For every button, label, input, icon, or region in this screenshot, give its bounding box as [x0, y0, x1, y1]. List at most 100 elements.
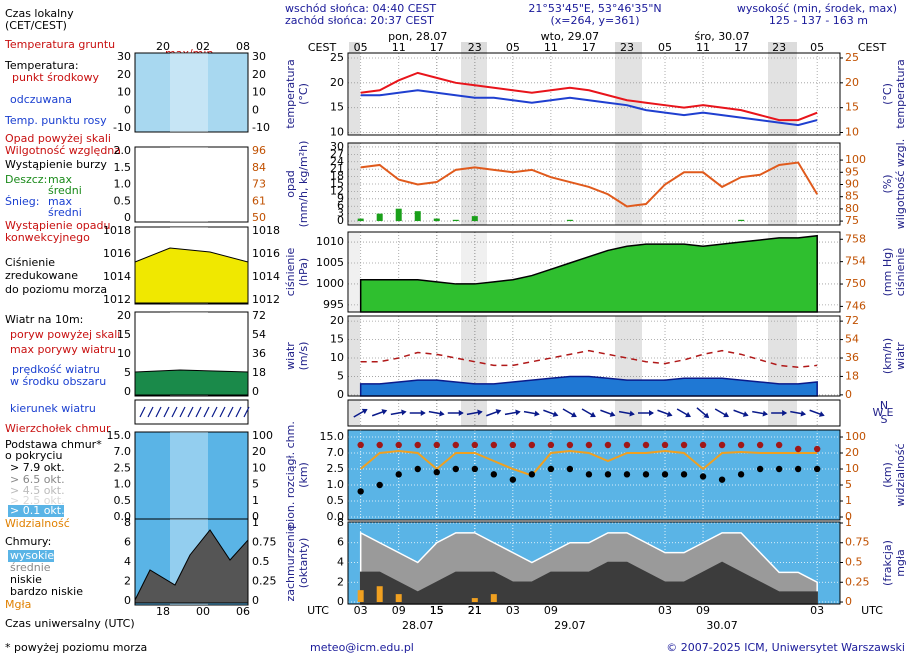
dot	[471, 465, 479, 473]
cest-tick: 11	[392, 41, 406, 54]
mini-tick: 1.0	[114, 178, 132, 191]
mini-tick: 1018	[252, 224, 280, 237]
mini-tick: 10	[252, 461, 266, 474]
mini-tick: 73	[252, 178, 266, 191]
dot	[528, 471, 536, 478]
mini-tick: 0	[252, 103, 259, 116]
y2-tick-label: 90	[845, 177, 859, 190]
mini-tick: 0	[124, 385, 131, 398]
wind-arrow	[562, 408, 577, 418]
night-band	[615, 143, 642, 225]
y-tick-label: 0.5	[327, 494, 345, 507]
y-tick-label: 6	[337, 199, 344, 212]
y-tick-label: 20	[330, 76, 344, 89]
mini-tick: 20	[252, 445, 266, 458]
dot	[699, 473, 707, 480]
dot	[490, 441, 498, 449]
legend-text: średni	[48, 184, 82, 197]
y-axis-title: temperatura	[284, 59, 297, 128]
panel-frame	[347, 521, 841, 605]
panel-frame	[347, 231, 841, 313]
mini-tick: 1016	[103, 247, 131, 260]
legend-text: Ciśnienie	[5, 256, 55, 269]
y-axis-title: (hPa)	[297, 258, 310, 286]
bar	[376, 213, 383, 222]
arrow-head	[648, 410, 654, 416]
dot	[737, 471, 745, 478]
mini-tick: 0.5	[252, 555, 270, 568]
y-axis-title: (m/s)	[297, 342, 310, 371]
y2-axis-title: (km/h)	[881, 338, 894, 374]
coords: 21°53'45"E, 53°46'35"N	[528, 2, 661, 15]
mini-panel	[134, 52, 249, 133]
legend-text: w środku obszaru	[10, 375, 106, 388]
y-tick-label: 8	[337, 516, 344, 529]
wind-arrow	[752, 410, 768, 417]
series-line	[360, 71, 818, 122]
wind-arrow	[523, 410, 540, 417]
cest-tick: 11	[696, 41, 710, 54]
y-tick-label: 3	[337, 207, 344, 220]
legend-text: > 6.5 okt.	[10, 473, 65, 486]
mini-tick: 0.75	[252, 536, 277, 549]
dot	[433, 469, 440, 476]
mini-tick: 15.0	[107, 429, 132, 442]
mini-hour: 20	[156, 40, 170, 53]
dot	[452, 441, 459, 449]
dot	[376, 481, 383, 489]
y2-tick-label: 750	[845, 277, 866, 290]
legend-text: Wilgotność względna	[5, 144, 121, 157]
wind-arrow	[371, 409, 388, 417]
y2-axis-title: (%)	[881, 174, 894, 193]
mini-tick: 0.5	[114, 494, 132, 507]
y-tick-label: 4	[337, 556, 344, 569]
day-label: pon, 28.07	[388, 30, 447, 43]
wind-arrow	[618, 410, 635, 417]
mini-tick: 0.0	[114, 510, 132, 523]
y-tick-label: 18	[330, 170, 344, 183]
mini-hour: 02	[196, 40, 210, 53]
mini-tick: 0	[252, 594, 259, 607]
compass: N	[880, 399, 888, 412]
legend-text: max	[48, 195, 72, 208]
y-tick-label: 27	[330, 147, 344, 160]
utc-tick: 09	[544, 604, 558, 617]
dot	[528, 441, 536, 449]
legend-text: odczuwana	[10, 93, 72, 106]
night-band	[461, 53, 487, 135]
y-axis-title: zachmurzenie	[284, 524, 297, 601]
day-label: 30.07	[706, 619, 738, 632]
y-tick-label: 21	[330, 162, 344, 175]
wind-arrow	[809, 409, 825, 417]
cest-tick: 05	[810, 41, 824, 54]
arrow-head	[552, 411, 559, 417]
y2-tick-label: 0	[845, 510, 852, 523]
series-area	[359, 234, 818, 313]
legend-text: max	[48, 173, 72, 186]
bar	[738, 219, 745, 222]
wind-arrow	[486, 409, 502, 417]
legend-text: kierunek wiatru	[10, 402, 96, 415]
mini-tick: 10	[117, 86, 131, 99]
arrow-head	[723, 411, 730, 418]
arrow-head	[818, 411, 825, 417]
wind-arrow	[714, 408, 730, 418]
dot	[661, 471, 669, 478]
series-line	[360, 89, 818, 127]
dot	[357, 441, 364, 449]
y2-tick-label: 100	[845, 153, 866, 166]
mini-day	[170, 432, 208, 521]
mini-tick: 20	[117, 68, 131, 81]
y-tick-label: 9	[337, 192, 344, 205]
wind-arrow	[353, 408, 368, 418]
mini-tick: 5	[124, 366, 131, 379]
y-axis-title: pion. rozciągł. chm.	[284, 421, 297, 529]
utc-label: UTC	[307, 604, 329, 617]
bar	[471, 598, 478, 603]
utc-tick: 09	[392, 604, 406, 617]
night-band	[615, 42, 642, 53]
arrow-head	[515, 409, 521, 416]
utc-tick: 03	[658, 604, 672, 617]
legend-text: konwekcyjnego	[5, 231, 90, 244]
legend-text: > 2.5 okt.	[10, 494, 65, 507]
